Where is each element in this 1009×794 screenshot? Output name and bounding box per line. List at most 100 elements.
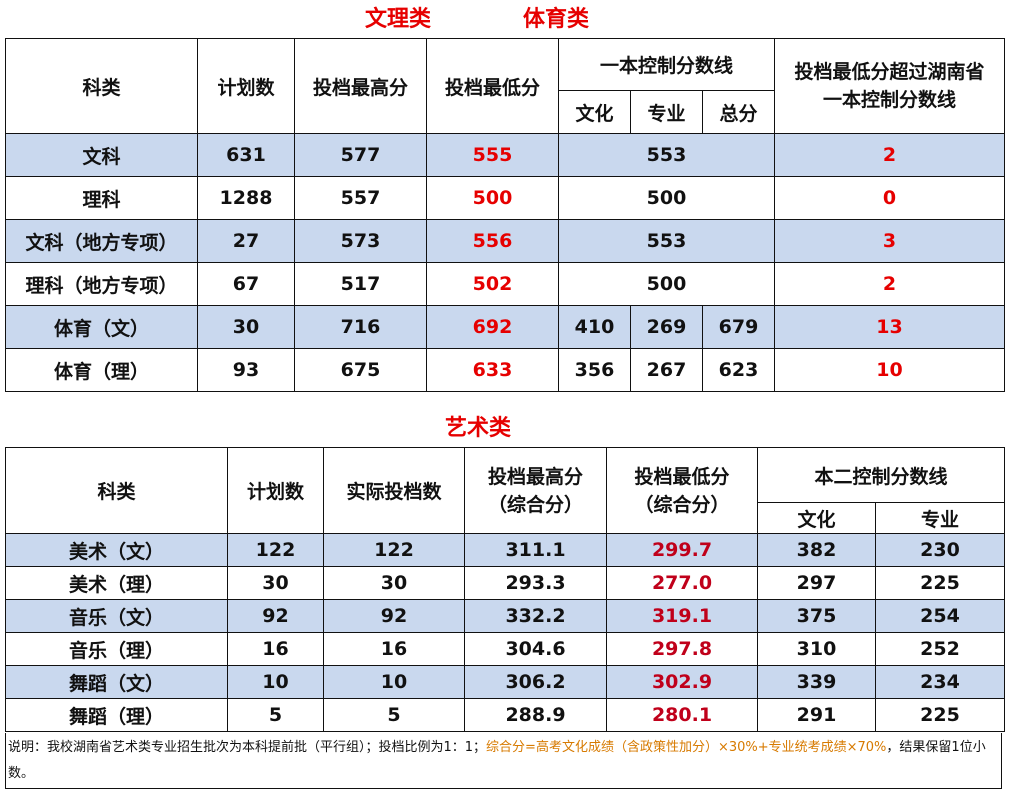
cell-jihua: 67 [197,262,295,306]
header-control: 一本控制分数线 [558,38,775,91]
cell-min: 319.1 [606,599,758,633]
header-max: 投档最高分 [294,38,427,134]
header-exceed: 投档最低分超过湖南省一本控制分数线 [774,38,1005,134]
cell-max: 293.3 [464,566,607,600]
cell-zhuanye: 225 [874,566,1006,600]
footnote: 说明：我校湖南省艺术类专业招生批次为本科提前批（平行组）；投档比例为1：1；综合… [5,733,1002,789]
header-kelei: 科类 [5,38,198,134]
table-row: 文科 631 577 555 553 2 [5,133,1005,177]
header-wenhua: 文化 [558,90,631,134]
header-zhuanye: 专业 [874,502,1006,534]
cell-wenhua: 291 [757,698,876,732]
cell-jihua: 631 [197,133,295,177]
cell-wenhua: 339 [757,665,876,699]
cell-max: 573 [294,219,427,263]
cell-wenhua: 297 [757,566,876,600]
cell-exceed: 2 [774,262,1005,306]
table-row: 音乐（文） 92 92 332.2 319.1 375 254 [5,599,1006,633]
cell-jihua: 10 [227,665,324,699]
cell-control: 500 [558,176,775,220]
cell-exceed: 2 [774,133,1005,177]
cell-wenhua: 356 [558,348,631,392]
header-shiji: 实际投档数 [323,447,465,534]
table-row: 音乐（理） 16 16 304.6 297.8 310 252 [5,632,1006,666]
cell-jihua: 93 [197,348,295,392]
cell-kelei: 舞蹈（文） [5,665,228,699]
cell-min: 633 [426,348,559,392]
cell-jihua: 5 [227,698,324,732]
cell-zhuanye: 252 [874,632,1006,666]
cell-exceed: 0 [774,176,1005,220]
cell-zhuanye: 234 [874,665,1006,699]
cell-min: 299.7 [606,533,758,567]
title-wenli: 文理类 [365,7,432,32]
cell-control: 553 [558,219,775,263]
cell-zhuanye: 267 [630,348,703,392]
cell-max: 557 [294,176,427,220]
header-jihua: 计划数 [227,447,324,534]
cell-min: 302.9 [606,665,758,699]
cell-zhuanye: 225 [874,698,1006,732]
cell-max: 304.6 [464,632,607,666]
table-row: 理科 1288 557 500 500 0 [5,176,1005,220]
cell-min: 502 [426,262,559,306]
cell-exceed: 13 [774,305,1005,349]
table-row: 美术（文） 122 122 311.1 299.7 382 230 [5,533,1006,567]
table-row: 体育（文） 30 716 692 410 269 679 13 [5,305,1005,349]
cell-wenhua: 410 [558,305,631,349]
cell-kelei: 文科 [5,133,198,177]
cell-shiji: 30 [323,566,465,600]
footnote-part3: ，结果保留1位小数。 [8,740,986,781]
cell-wenhua: 310 [757,632,876,666]
cell-min: 555 [426,133,559,177]
cell-zhuanye: 254 [874,599,1006,633]
header-control: 本二控制分数线 [756,447,1006,503]
cell-min: 500 [426,176,559,220]
cell-kelei: 美术（文） [5,533,228,567]
cell-kelei: 文科（地方专项） [5,219,198,263]
cell-wenhua: 382 [757,533,876,567]
cell-kelei: 理科 [5,176,198,220]
table-row: 美术（理） 30 30 293.3 277.0 297 225 [5,566,1006,600]
header-min: 投档最低分（综合分） [606,447,758,534]
cell-zhuanye: 269 [630,305,703,349]
header-zhuanye: 专业 [630,90,703,134]
header-wenhua: 文化 [757,502,876,534]
cell-jihua: 122 [227,533,324,567]
table-row: 理科（地方专项） 67 517 502 500 2 [5,262,1005,306]
cell-min: 277.0 [606,566,758,600]
cell-kelei: 体育（理） [5,348,198,392]
cell-max: 577 [294,133,427,177]
cell-kelei: 音乐（文） [5,599,228,633]
footnote-formula: 综合分=高考文化成绩（含政策性加分）×30%+专业统考成绩×70% [486,740,887,755]
header-max: 投档最高分（综合分） [464,447,607,534]
cell-zongfen: 679 [702,305,775,349]
cell-zhuanye: 230 [874,533,1006,567]
table-row: 舞蹈（文） 10 10 306.2 302.9 339 234 [5,665,1006,699]
cell-kelei: 美术（理） [5,566,228,600]
table-row: 体育（理） 93 675 633 356 267 623 10 [5,348,1005,392]
cell-zongfen: 623 [702,348,775,392]
table-row: 舞蹈（理） 5 5 288.9 280.1 291 225 [5,698,1006,732]
cell-exceed: 3 [774,219,1005,263]
title-yishu: 艺术类 [445,416,512,441]
cell-max: 288.9 [464,698,607,732]
cell-control: 553 [558,133,775,177]
cell-shiji: 122 [323,533,465,567]
cell-shiji: 92 [323,599,465,633]
title-tiyu: 体育类 [523,7,590,32]
cell-min: 280.1 [606,698,758,732]
header-zongfen: 总分 [702,90,775,134]
cell-jihua: 27 [197,219,295,263]
cell-min: 556 [426,219,559,263]
cell-wenhua: 375 [757,599,876,633]
cell-min: 297.8 [606,632,758,666]
cell-jihua: 30 [197,305,295,349]
cell-jihua: 30 [227,566,324,600]
footnote-part1: 说明：我校湖南省艺术类专业招生批次为本科提前批（平行组）；投档比例为1：1； [8,740,487,755]
cell-shiji: 5 [323,698,465,732]
cell-jihua: 1288 [197,176,295,220]
cell-kelei: 体育（文） [5,305,198,349]
yishu-table: 科类 计划数 实际投档数 投档最高分（综合分） 投档最低分（综合分） 本二控制分… [5,447,1006,732]
cell-max: 716 [294,305,427,349]
